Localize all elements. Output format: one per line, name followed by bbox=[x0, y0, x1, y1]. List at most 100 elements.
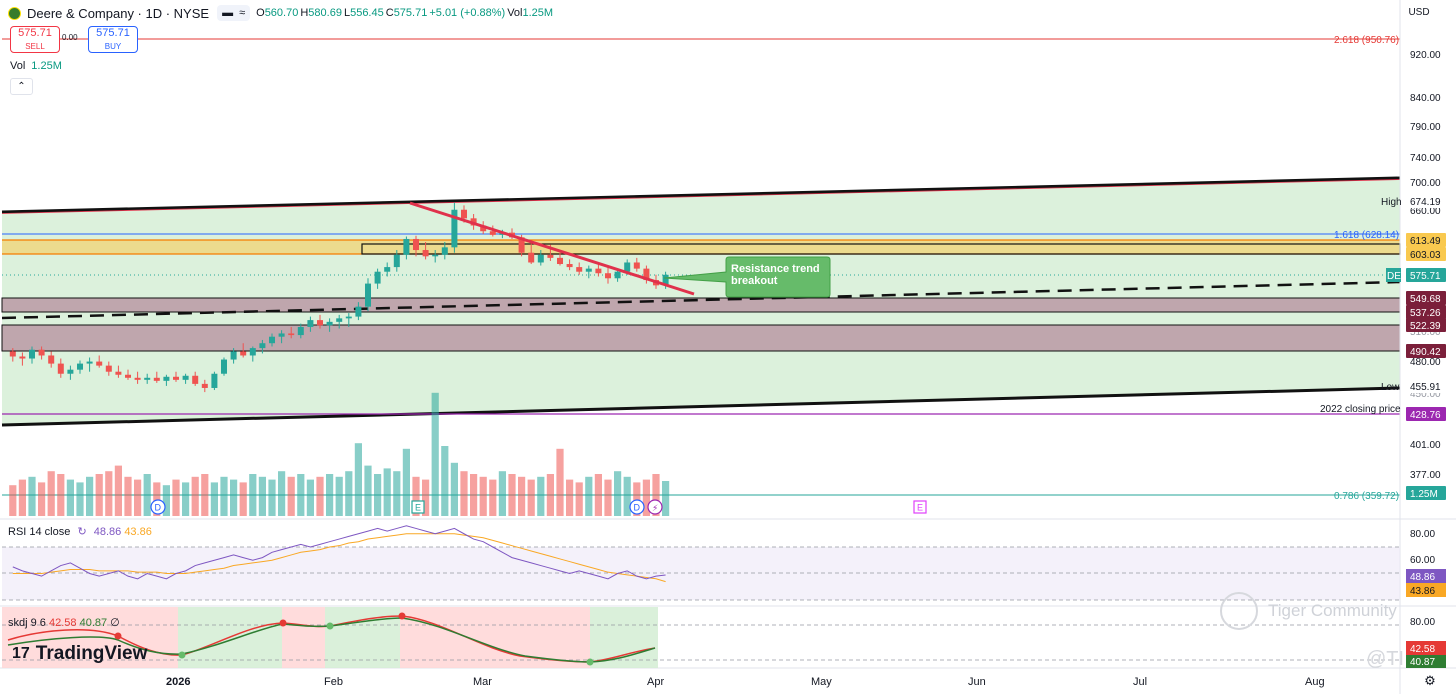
price-badge-text: 603.03 bbox=[1410, 250, 1441, 261]
vol-label: Vol bbox=[507, 7, 523, 19]
candle-body bbox=[201, 383, 208, 388]
symbol-title[interactable]: Deere & Company · 1D · NYSE bbox=[27, 5, 210, 21]
candle-body bbox=[403, 238, 410, 255]
kdj-cross-dot bbox=[586, 658, 594, 666]
kdj-cross-dot bbox=[114, 632, 122, 640]
sell-button[interactable]: 575.71 SELL bbox=[10, 26, 60, 53]
eye-icon[interactable]: ▬ bbox=[222, 7, 234, 19]
volume-bar bbox=[345, 471, 353, 516]
resistance-trendline bbox=[409, 201, 695, 296]
price-badge-text: 428.76 bbox=[1410, 410, 1441, 421]
price-badge bbox=[1406, 291, 1446, 305]
time-axis-label: Jun bbox=[968, 676, 986, 688]
buy-label: BUY bbox=[104, 41, 122, 51]
support-zone-upper bbox=[1, 297, 1401, 313]
earnings-marker[interactable]: E bbox=[415, 503, 421, 513]
dividend-marker[interactable]: D bbox=[155, 503, 162, 513]
open-label: O bbox=[256, 7, 265, 19]
earnings-marker-future-box[interactable] bbox=[913, 500, 927, 514]
candle-body bbox=[115, 371, 122, 375]
volume-bar bbox=[38, 482, 46, 516]
volume-bar bbox=[220, 476, 228, 516]
candle-body bbox=[307, 320, 314, 327]
volume-bar bbox=[239, 482, 247, 516]
watermark-text: Tiger Community bbox=[1268, 601, 1397, 620]
volume-bar bbox=[182, 482, 190, 516]
currency-button[interactable]: USD bbox=[1408, 6, 1430, 18]
price-badge bbox=[1406, 247, 1446, 261]
volume-bar bbox=[95, 474, 103, 516]
volume-bar bbox=[566, 479, 574, 516]
candle-body bbox=[643, 268, 650, 281]
volume-bar bbox=[642, 479, 650, 516]
price-badge-text: 537.26 bbox=[1410, 308, 1441, 319]
candle-body bbox=[518, 237, 525, 253]
watermark-handle: @TI bbox=[1366, 648, 1405, 670]
settings-wave-icon[interactable]: ≈ bbox=[239, 7, 246, 19]
volume-bar bbox=[143, 474, 151, 516]
volume-bar bbox=[306, 479, 314, 516]
close-value: 575.71 bbox=[393, 7, 428, 19]
candle-body bbox=[125, 374, 131, 378]
tradingview-wordmark: TradingView bbox=[35, 643, 148, 664]
candle-body bbox=[528, 252, 535, 263]
volume-bar bbox=[105, 471, 113, 516]
dividend-marker-circle[interactable] bbox=[150, 499, 166, 515]
volume-bar bbox=[575, 482, 583, 516]
gear-icon[interactable]: ⚙ bbox=[1424, 673, 1436, 688]
rsi-legend: RSI 14 close ↻ 48.86 43.86 bbox=[8, 525, 152, 538]
volume-legend-label: Vol bbox=[10, 60, 26, 72]
dashed-support-line bbox=[1, 280, 1401, 320]
buy-price: 575.71 bbox=[96, 26, 130, 39]
volume-bar bbox=[326, 474, 334, 516]
price-badge bbox=[1406, 305, 1446, 319]
volume-bar bbox=[162, 485, 170, 516]
rsi-label: RSI 14 close bbox=[8, 526, 71, 538]
volume-bar bbox=[297, 474, 305, 516]
candle-body bbox=[77, 363, 83, 370]
visibility-toggle[interactable]: ▬ ≈ bbox=[217, 5, 251, 21]
volume-bar bbox=[652, 474, 660, 516]
refresh-icon[interactable]: ↻ bbox=[77, 526, 87, 538]
kdj-d-badge bbox=[1406, 655, 1446, 668]
dividend-marker-2-circle[interactable] bbox=[629, 499, 645, 515]
buy-button[interactable]: 575.71 BUY bbox=[88, 26, 138, 53]
kdj-axis-tick: 80.00 bbox=[1410, 617, 1435, 628]
volume-bar bbox=[114, 465, 122, 516]
price-badge bbox=[1406, 318, 1446, 332]
price-badge-text: 674.19 bbox=[1410, 197, 1441, 208]
lightning-icon[interactable] bbox=[647, 499, 663, 515]
candle-body bbox=[297, 326, 304, 336]
price-badge-text: 490.42 bbox=[1410, 347, 1441, 358]
candle-body bbox=[288, 333, 295, 336]
candle-body bbox=[595, 268, 602, 274]
kdj-shade bbox=[282, 607, 325, 668]
chevron-up-icon[interactable]: ⌃ bbox=[10, 78, 33, 95]
support-zone-lower bbox=[1, 324, 1401, 352]
candle-body bbox=[240, 351, 247, 356]
volume-bar bbox=[383, 468, 391, 516]
candle-body bbox=[365, 283, 371, 307]
volume-bar bbox=[28, 476, 36, 516]
volume-bar bbox=[614, 471, 622, 516]
volume-bar bbox=[518, 476, 526, 516]
candle-body bbox=[662, 274, 669, 286]
volume-bar bbox=[470, 474, 478, 516]
earnings-marker-future[interactable]: E bbox=[917, 503, 923, 513]
symbol-header: Deere & Company · 1D · NYSE ▬ ≈ O 560.70 … bbox=[8, 4, 555, 22]
price-badge-text: 522.39 bbox=[1410, 321, 1441, 332]
price-axis-tick: 840.00 bbox=[1410, 93, 1441, 104]
dividend-marker-2[interactable]: D bbox=[634, 503, 641, 513]
watermark: Tiger Community bbox=[1220, 592, 1397, 630]
candle-body bbox=[259, 343, 266, 349]
volume-bar bbox=[278, 471, 286, 516]
earnings-marker-box[interactable] bbox=[411, 500, 425, 514]
candle-body bbox=[576, 267, 583, 272]
volume-legend: Vol 1.25M bbox=[10, 60, 62, 72]
candle-body bbox=[336, 318, 343, 322]
time-axis-label: Feb bbox=[324, 676, 343, 688]
price-badge bbox=[1406, 379, 1446, 393]
candle-body bbox=[317, 320, 323, 326]
